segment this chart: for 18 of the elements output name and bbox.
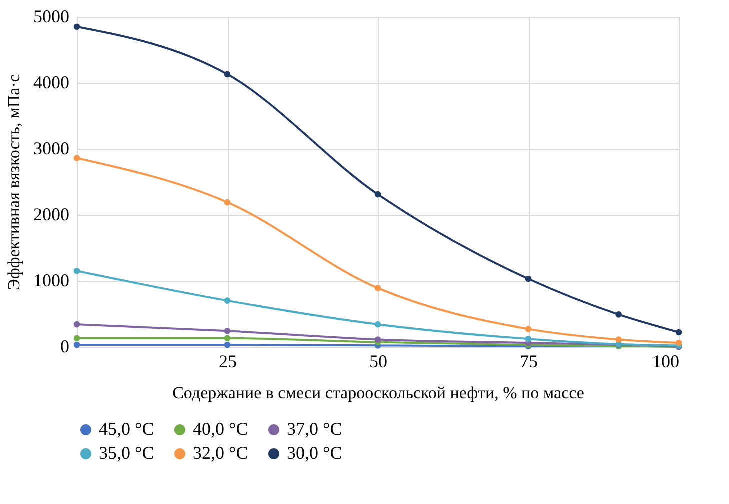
y-axis-title: Эффективная вязкость, мПа·с (4, 74, 24, 290)
legend-label: 37,0 °C (287, 419, 342, 439)
y-tick-label: 0 (60, 336, 70, 356)
y-tick-label: 3000 (34, 138, 70, 158)
legend-label: 30,0 °C (287, 443, 342, 463)
x-tick-label: 75 (520, 352, 538, 372)
y-tick-label: 5000 (34, 6, 70, 26)
legend-label: 32,0 °C (193, 443, 248, 463)
legend-label: 40,0 °C (193, 419, 248, 439)
x-tick-label: 100 (652, 352, 680, 372)
x-axis-title: Содержание в смеси старооскольской нефти, % по массе (172, 384, 584, 402)
y-tick-label: 4000 (34, 72, 70, 92)
legend-label: 45,0 °C (99, 419, 154, 439)
x-tick-label: 50 (370, 352, 388, 372)
legend-label: 35,0 °C (99, 443, 154, 463)
x-tick-label: 25 (219, 352, 237, 372)
y-tick-label: 2000 (34, 204, 70, 224)
y-tick-label: 1000 (34, 270, 70, 290)
